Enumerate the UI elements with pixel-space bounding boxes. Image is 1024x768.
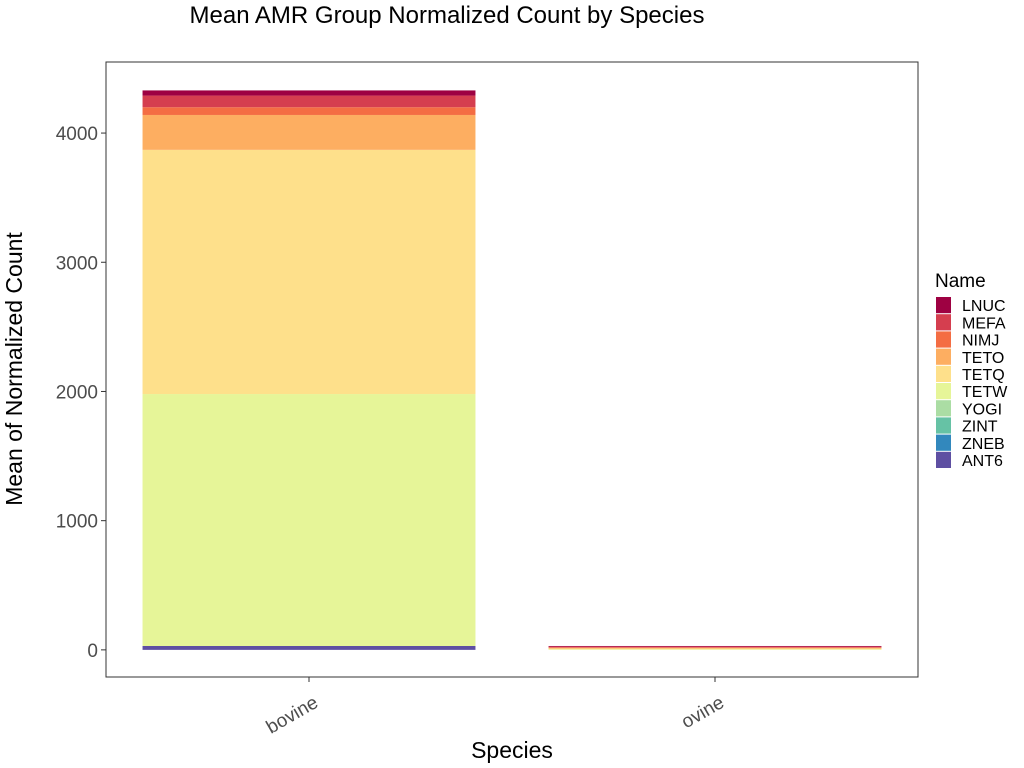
bar-segment-bovine-mefa	[142, 95, 476, 108]
legend-item-mefa: MEFA	[936, 314, 1006, 332]
y-tick-label: 2000	[56, 382, 98, 403]
legend-label-yogi: YOGI	[962, 401, 1002, 418]
legend-item-tetw: TETW	[936, 383, 1008, 401]
bar-segment-bovine-tetq	[142, 149, 476, 395]
y-tick-label: 0	[87, 641, 98, 662]
legend-item-zint: ZINT	[936, 417, 998, 436]
x-axis: bovine ovine	[263, 677, 728, 738]
legend-label-zint: ZINT	[962, 419, 998, 436]
bar-segment-ovine-teto	[548, 647, 882, 649]
plot-frame	[105, 61, 919, 678]
legend-label-nimj: NIMJ	[962, 333, 999, 350]
chart-title: Mean AMR Group Normalized Count by Speci…	[190, 2, 705, 29]
bar-segment-bovine-lnuc	[142, 90, 476, 96]
bar-segment-ovine-tetq	[548, 648, 882, 650]
bar-segment-bovine-ant6	[142, 645, 476, 650]
legend-label-ant6: ANT6	[962, 453, 1003, 470]
y-tick-label: 4000	[56, 124, 98, 145]
bar-segment-ovine-mefa	[548, 646, 882, 648]
legend-key-ant6	[936, 451, 951, 468]
legend-item-ant6: ANT6	[936, 451, 1003, 470]
x-tick-label-bovine: bovine	[263, 692, 322, 738]
legend-title: Name	[935, 271, 986, 292]
y-tick-label: 1000	[56, 512, 98, 533]
legend: Name LNUCMEFANIMJTETOTETQTETWYOGIZINTZNE…	[935, 271, 1008, 470]
legend-key-zneb	[936, 434, 951, 451]
legend-key-teto	[936, 348, 951, 365]
legend-key-tetw	[936, 383, 951, 400]
bar-segment-ovine-lnuc	[548, 645, 882, 647]
x-tick-label-ovine: ovine	[678, 692, 728, 733]
legend-label-zneb: ZNEB	[962, 436, 1005, 453]
legend-key-nimj	[936, 331, 951, 348]
legend-key-tetq	[936, 365, 951, 382]
legend-key-yogi	[936, 400, 951, 417]
legend-key-lnuc	[936, 297, 951, 314]
legend-item-yogi: YOGI	[936, 400, 1002, 418]
bar-segment-bovine-tetw	[142, 394, 476, 646]
bar-segment-ovine-nimj	[548, 647, 882, 648]
legend-label-lnuc: LNUC	[962, 298, 1006, 315]
y-tick-label: 3000	[56, 253, 98, 274]
bar-segment-ovine-tetw	[548, 649, 882, 650]
legend-item-zneb: ZNEB	[936, 434, 1005, 453]
legend-item-teto: TETO	[936, 348, 1004, 367]
y-axis: 0 1000 2000 3000 4000	[56, 124, 106, 662]
bars-layer	[142, 90, 882, 650]
legend-label-mefa: MEFA	[962, 315, 1006, 332]
legend-label-teto: TETO	[962, 350, 1004, 367]
legend-item-lnuc: LNUC	[936, 297, 1006, 315]
legend-item-nimj: NIMJ	[936, 331, 999, 350]
legend-item-tetq: TETQ	[936, 365, 1005, 384]
legend-label-tetq: TETQ	[962, 367, 1005, 384]
legend-key-mefa	[936, 314, 951, 331]
legend-label-tetw: TETW	[962, 384, 1008, 401]
x-axis-title: Species	[471, 737, 553, 763]
bar-segment-bovine-teto	[142, 114, 476, 150]
legend-key-zint	[936, 417, 951, 434]
y-axis-title: Mean of Normalized Count	[1, 232, 27, 506]
bar-segment-bovine-nimj	[142, 107, 476, 115]
